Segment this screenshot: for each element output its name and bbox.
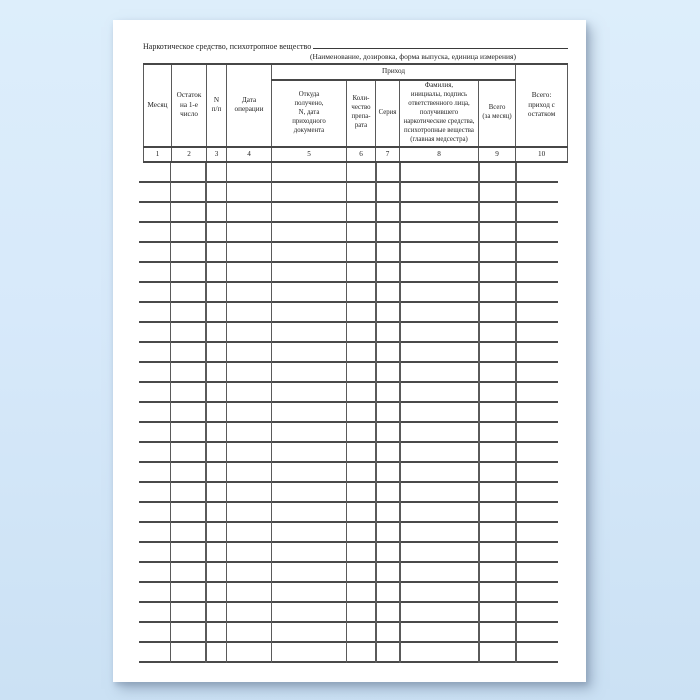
registry-table: Месяц Остаток на 1-е число N п/п Дата оп… bbox=[143, 63, 569, 163]
column-divider-line bbox=[270, 162, 273, 663]
empty-row bbox=[139, 443, 558, 463]
empty-row bbox=[139, 243, 558, 263]
group-header-prihod: Приход bbox=[270, 63, 517, 81]
column-header-total-month: Всего (за месяц) bbox=[477, 79, 517, 148]
table-body bbox=[139, 162, 558, 663]
empty-row bbox=[139, 223, 558, 243]
empty-row bbox=[139, 543, 558, 563]
column-header-signature: Фамилия, инициалы, подпись ответственног… bbox=[399, 79, 479, 148]
empty-row bbox=[139, 383, 558, 403]
empty-row bbox=[139, 523, 558, 543]
empty-row bbox=[139, 203, 558, 223]
empty-row bbox=[139, 403, 558, 423]
column-divider-line bbox=[478, 162, 480, 663]
form-page: Наркотическое средство, психотропное вещ… bbox=[113, 20, 586, 682]
column-number: 10 bbox=[515, 145, 569, 163]
form-subtitle: (Наименование, дозировка, форма выпуска,… bbox=[310, 52, 516, 61]
empty-row bbox=[139, 623, 558, 643]
column-number: 8 bbox=[399, 145, 479, 163]
empty-row bbox=[139, 563, 558, 583]
column-header-npp: N п/п bbox=[206, 63, 227, 148]
empty-row bbox=[139, 603, 558, 623]
column-header-balance: Остаток на 1-е число bbox=[171, 63, 207, 148]
column-divider-line bbox=[225, 162, 228, 663]
column-header-month: Месяц bbox=[143, 63, 172, 148]
column-number: 2 bbox=[171, 145, 207, 163]
empty-row bbox=[139, 503, 558, 523]
empty-row bbox=[139, 283, 558, 303]
column-number: 9 bbox=[477, 145, 517, 163]
column-number: 4 bbox=[226, 145, 272, 163]
column-header-source: Откуда получено, N, дата приходного доку… bbox=[271, 79, 347, 148]
column-number: 7 bbox=[375, 145, 400, 163]
column-divider-line bbox=[375, 162, 377, 663]
form-title: Наркотическое средство, психотропное вещ… bbox=[143, 42, 312, 51]
column-divider-line bbox=[399, 162, 401, 663]
column-number: 1 bbox=[143, 145, 172, 163]
empty-row bbox=[139, 643, 558, 663]
form-title-row: Наркотическое средство, психотропное вещ… bbox=[143, 40, 568, 51]
empty-row bbox=[139, 423, 558, 443]
empty-row bbox=[139, 303, 558, 323]
column-number: 6 bbox=[346, 145, 376, 163]
column-header-opdate: Дата операции bbox=[226, 63, 272, 148]
column-header-total-with-balance: Всего: приход с остатком bbox=[515, 63, 569, 148]
column-divider-line bbox=[205, 162, 207, 663]
empty-row bbox=[139, 163, 558, 183]
empty-row bbox=[139, 343, 558, 363]
empty-row bbox=[139, 363, 558, 383]
column-divider-line bbox=[345, 162, 348, 663]
empty-row bbox=[139, 583, 558, 603]
registry-table-wrap: Месяц Остаток на 1-е число N п/п Дата оп… bbox=[139, 63, 569, 663]
empty-row bbox=[139, 463, 558, 483]
empty-row bbox=[139, 483, 558, 503]
column-divider-line bbox=[515, 162, 517, 663]
empty-row bbox=[139, 263, 558, 283]
column-number: 3 bbox=[206, 145, 227, 163]
column-header-series: Серия bbox=[375, 79, 400, 148]
column-header-quantity: Коли- чество препа- рата bbox=[346, 79, 376, 148]
column-divider-line bbox=[169, 162, 172, 663]
empty-row bbox=[139, 183, 558, 203]
column-number: 5 bbox=[271, 145, 347, 163]
title-blank-line bbox=[313, 40, 568, 49]
empty-row bbox=[139, 323, 558, 343]
